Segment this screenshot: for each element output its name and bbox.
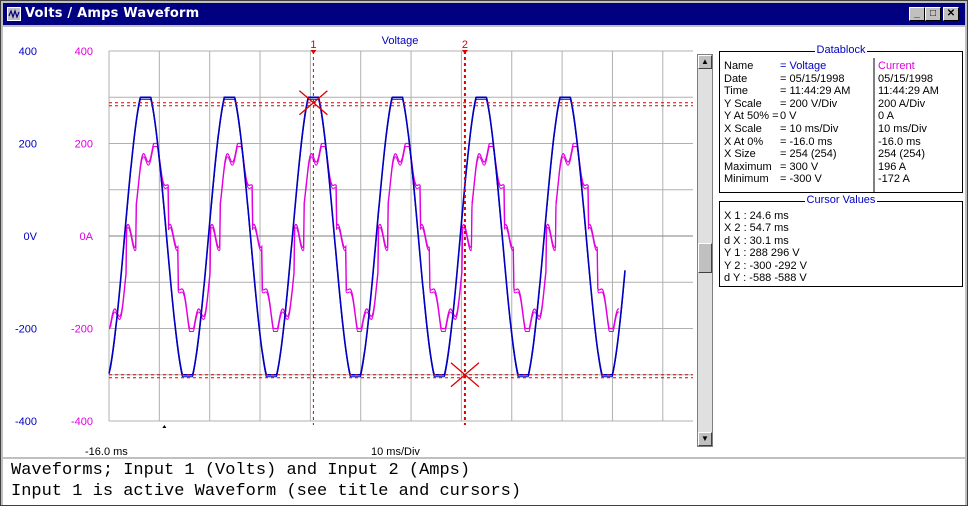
maximize-button[interactable]: □ [925, 7, 941, 21]
x-start-label: -16.0 ms [85, 446, 128, 457]
cursor-values-title: Cursor Values [804, 194, 878, 206]
datablock-title: Datablock [814, 44, 868, 56]
cursor-marker-icon [310, 50, 317, 54]
datablock-label: Time [724, 85, 749, 98]
datablock-label: Y At 50% = [724, 110, 779, 123]
amps-tick-label: 0A [80, 231, 94, 243]
status-line-1: Waveforms; Input 1 (Volts) and Input 2 (… [11, 461, 471, 480]
title-bar[interactable]: Volts / Amps Waveform _ □ ✕ [3, 3, 965, 25]
x-scale-label: 10 ms/Div [371, 446, 420, 457]
datablock-label: Maximum [724, 160, 772, 173]
plot-grid [108, 50, 693, 422]
amps-tick-label: -200 [71, 324, 93, 336]
volts-tick-label: 400 [19, 46, 37, 58]
datablock-label: X At 0% [724, 135, 764, 148]
cursor-value-row: Y 1 : 288 296 V [724, 247, 800, 260]
cursor-value-row: Y 2 : -300 -292 V [724, 259, 807, 272]
datablock-label: Date [724, 72, 748, 85]
cursor-value-row: X 1 : 24.6 ms [724, 210, 789, 222]
datablock-label: Name [724, 60, 754, 72]
status-area: Waveforms; Input 1 (Volts) and Input 2 (… [3, 459, 965, 505]
cursor-value-row: d X : 30.1 ms [724, 234, 789, 247]
waveforms [108, 96, 626, 378]
volts-tick-label: -200 [15, 324, 37, 336]
minimize-icon: _ [914, 8, 920, 19]
vertical-scrollbar[interactable]: ▲ ▼ [697, 54, 713, 447]
datablock-current-value: -16.0 ms [878, 135, 921, 148]
amps-tick-label: 200 [75, 139, 93, 151]
minimize-button[interactable]: _ [909, 7, 925, 21]
scroll-up-button[interactable]: ▲ [698, 55, 712, 69]
volts-tick-label: 200 [19, 139, 37, 151]
datablock-voltage-value: 0 V [780, 110, 797, 123]
status-line-2: Input 1 is active Waveform (see title an… [11, 482, 522, 501]
axis-ticks: 400 400 200 200 0V 0A -200 -200 -400 -400 [15, 46, 167, 428]
datablock-voltage-value: = -16.0 ms [780, 135, 833, 148]
datablock-panel: Datablock Name = Voltage Current Date = 05/1… [719, 44, 963, 193]
volts-tick-label: -400 [15, 416, 37, 428]
datablock-current-value: 254 (254) [878, 148, 926, 161]
datablock-current-value: 0 A [878, 110, 894, 123]
datablock-current-value: Current [878, 60, 915, 72]
cursor-marker-icon [461, 50, 468, 54]
waveform-app-icon[interactable] [7, 7, 21, 21]
datablock-voltage-value: = 05/15/1998 [780, 72, 845, 85]
scroll-down-button[interactable]: ▼ [698, 432, 712, 446]
cursor-values-panel: Cursor Values X 1 : 24.6 ms X 2 : 54.7 ms… [719, 194, 963, 287]
current-waveform [109, 142, 620, 330]
datablock-label: Minimum [724, 173, 769, 186]
cursor-value-row: d Y : -588 -588 V [724, 272, 807, 284]
amps-tick-label: 400 [75, 46, 93, 58]
maximize-icon: □ [929, 8, 937, 19]
cursor-crosshair-icon [450, 362, 480, 388]
datablock-voltage-value: = 11:44:29 AM [780, 85, 851, 98]
datablock-voltage-value: = 254 (254) [780, 148, 837, 161]
x-marker-icon [162, 425, 167, 428]
datablock-voltage-value: = -300 V [780, 173, 822, 186]
window-title: Volts / Amps Waveform [25, 6, 200, 21]
plot-title: Voltage [382, 35, 419, 47]
datablock-voltage-value: = 300 V [780, 160, 819, 173]
close-button[interactable]: ✕ [943, 7, 959, 21]
datablock-label: Y Scale [724, 97, 762, 110]
amps-tick-label: -400 [71, 416, 93, 428]
datablock-current-value: 10 ms/Div [878, 123, 927, 135]
datablock-current-value: 05/15/1998 [878, 72, 934, 85]
volts-tick-label: 0V [24, 231, 38, 243]
datablock-voltage-value: = 200 V/Div [780, 97, 838, 110]
datablock-current-value: 200 A/Div [878, 97, 926, 110]
datablock-current-value: 11:44:29 AM [878, 85, 939, 98]
datablock-voltage-value: = 10 ms/Div [780, 123, 839, 135]
voltage-waveform-trace-2 [109, 98, 626, 378]
cursor-number-label: 1 [310, 39, 316, 51]
cursor-number-label: 2 [462, 39, 468, 51]
datablock-label: X Scale [724, 123, 762, 135]
close-icon: ✕ [946, 8, 956, 19]
datablock-divider [873, 58, 875, 192]
cursor-crosshair-icon [298, 90, 328, 116]
current-waveform-trace-2 [110, 146, 620, 332]
cursor-value-row: X 2 : 54.7 ms [724, 222, 789, 235]
datablock-label: X Size [724, 148, 756, 161]
datablock-voltage-value: = Voltage [780, 60, 827, 72]
datablock-current-value: -172 A [878, 173, 910, 186]
datablock-current-value: 196 A [878, 160, 907, 173]
scroll-thumb[interactable] [698, 243, 712, 273]
